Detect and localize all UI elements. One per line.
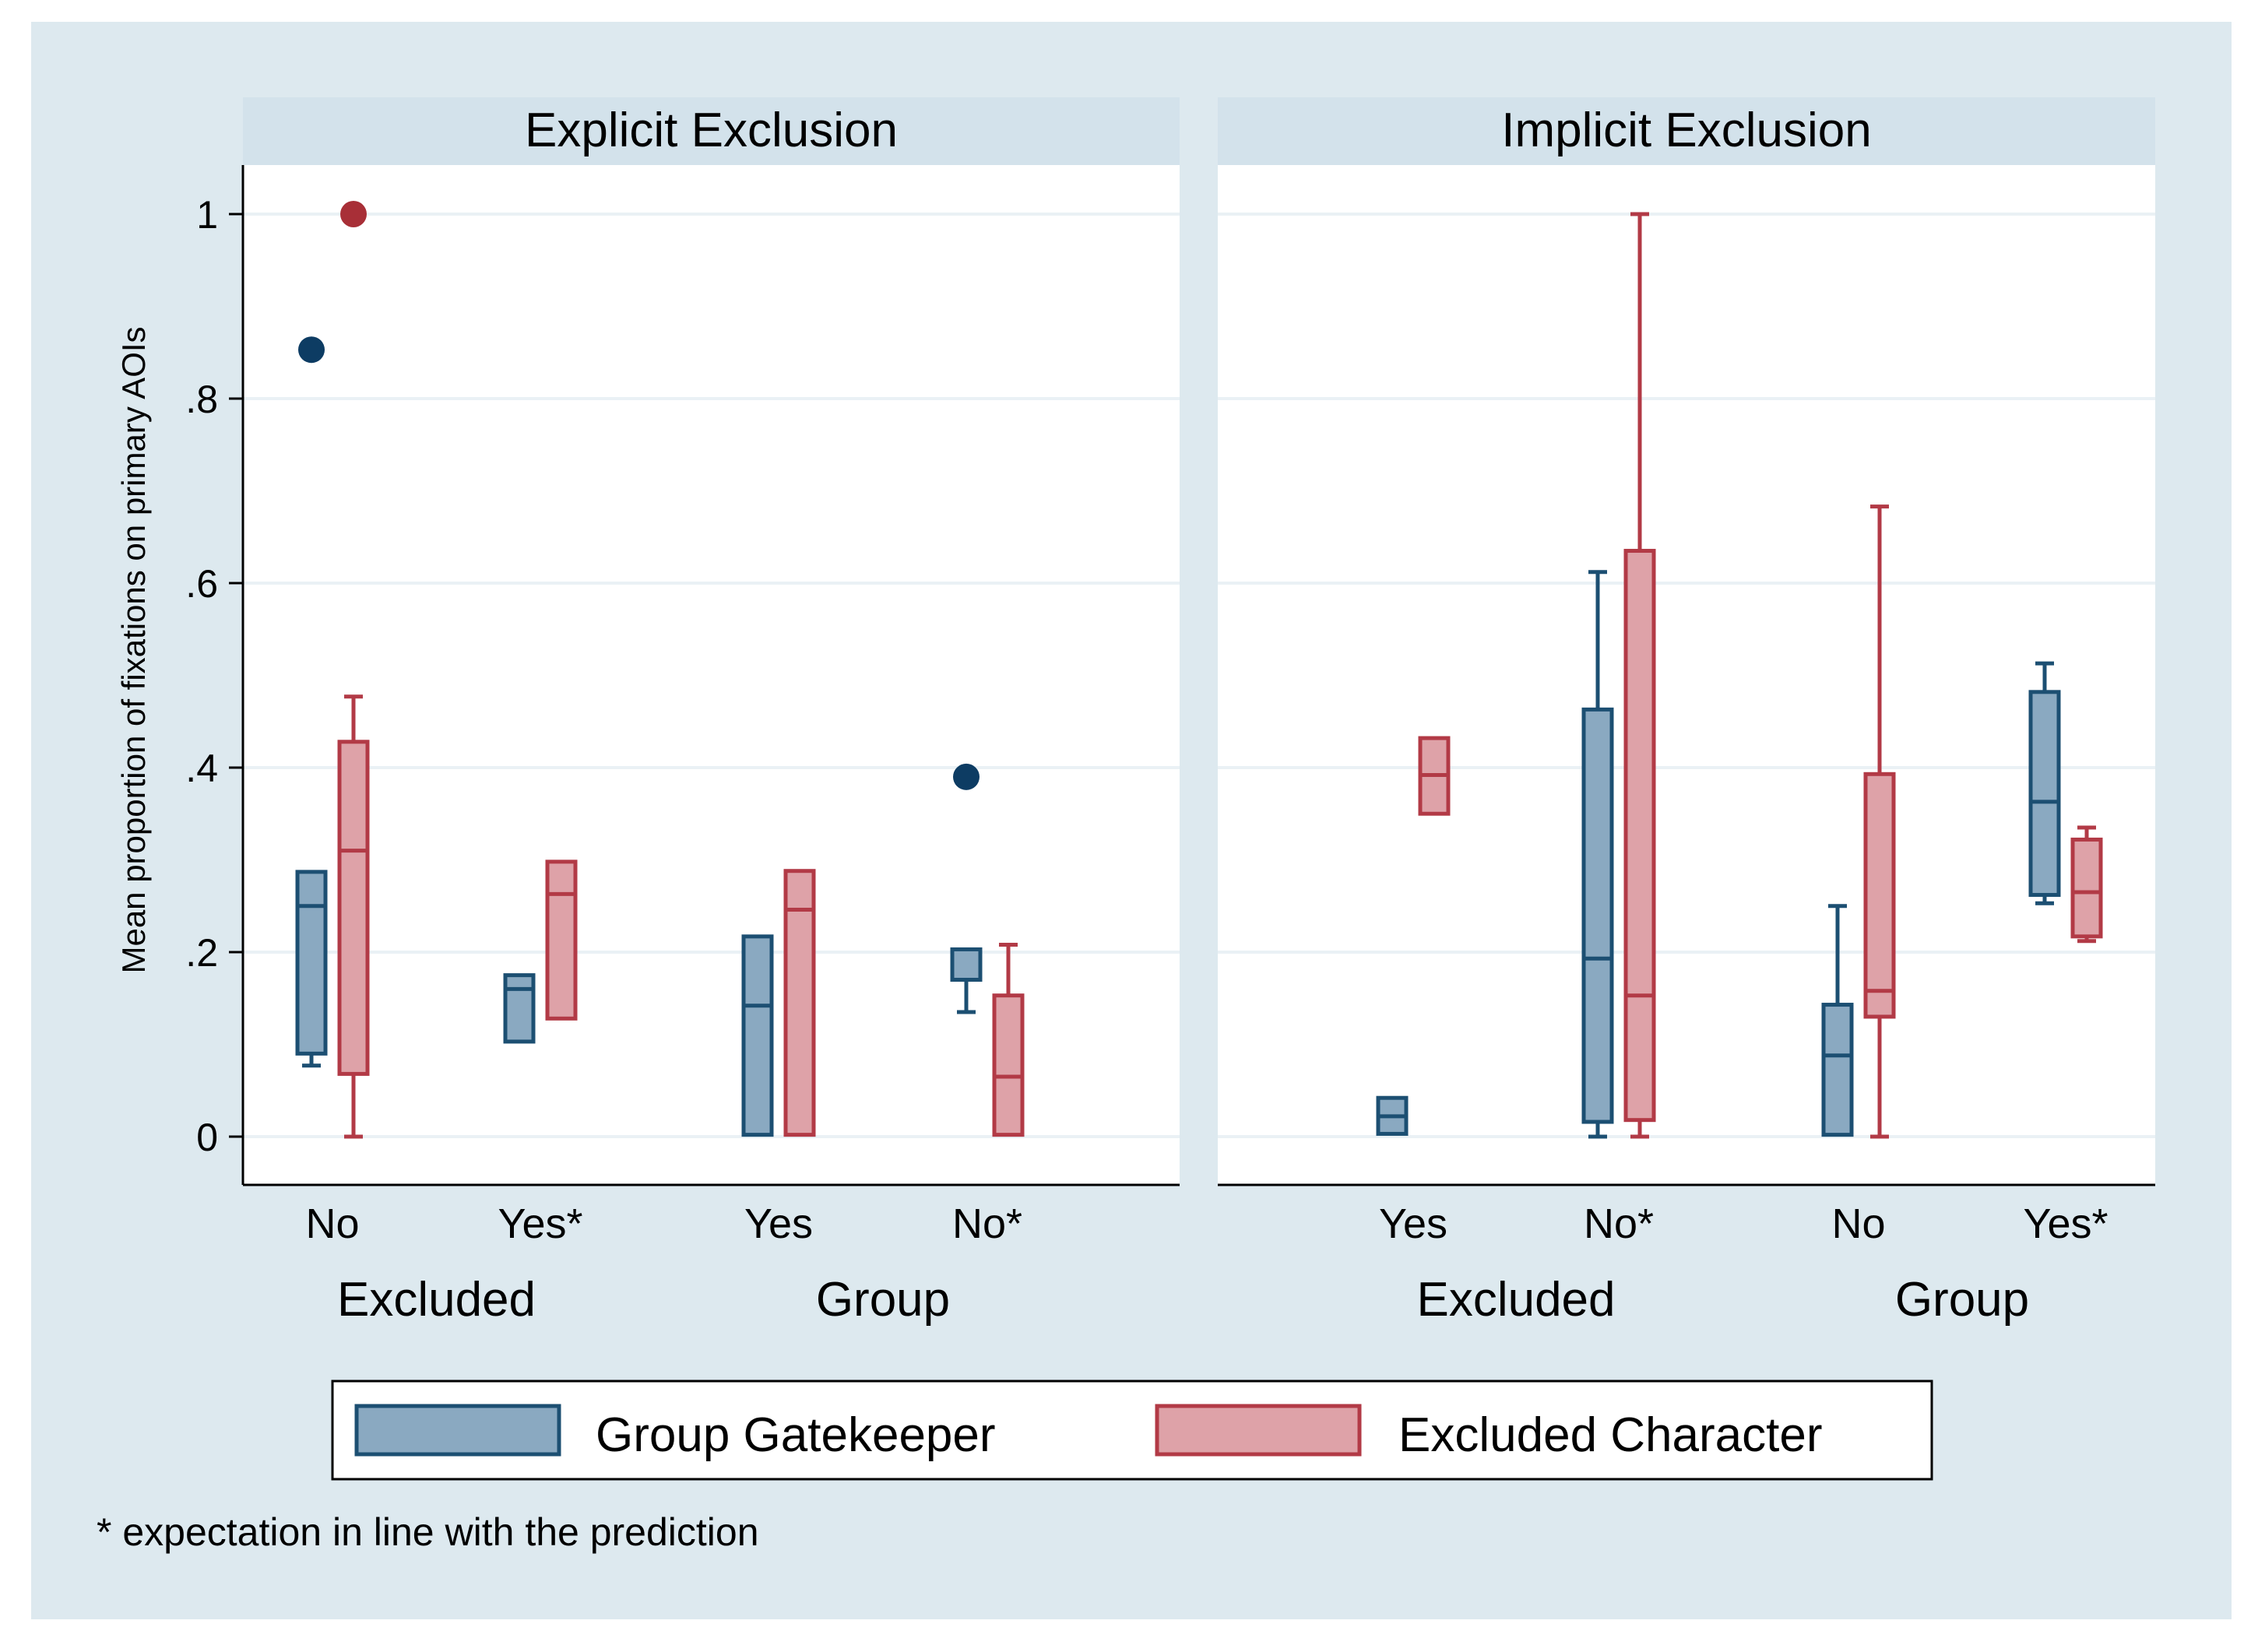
- legend: Group Gatekeeper Excluded Character: [331, 1380, 1933, 1481]
- box-excluded: [1863, 504, 1896, 1139]
- box-iqr: [2028, 690, 2061, 898]
- box-iqr: [337, 740, 370, 1076]
- x-group-label: Excluded: [337, 1273, 536, 1327]
- box-gatekeeper: [2028, 661, 2061, 905]
- box-excluded: [337, 201, 370, 1139]
- y-tick-label: .4: [185, 747, 218, 790]
- x-group-label: Group: [816, 1273, 950, 1327]
- legend-label-excluded-character: Excluded Character: [1398, 1408, 1823, 1462]
- panel-1: Explicit Exclusion 0 .2 .4 .6 .8 1 No Yes* Exclud…: [185, 97, 1180, 1327]
- box-iqr: [545, 859, 578, 1021]
- panels: Explicit Exclusion 0 .2 .4 .6 .8 1 No Yes* Exclud…: [185, 97, 2155, 1327]
- outlier-point: [340, 201, 367, 227]
- box-iqr: [992, 993, 1025, 1137]
- panel-title-strip: [243, 97, 1180, 165]
- box-iqr: [295, 870, 328, 1056]
- y-tick-label: .6: [185, 562, 218, 606]
- box-excluded: [2070, 825, 2103, 944]
- box-iqr: [783, 869, 816, 1137]
- x-tick-label: No*: [952, 1200, 1022, 1247]
- box-iqr: [1821, 1003, 1854, 1137]
- x-tick-label: No*: [1584, 1200, 1654, 1247]
- box-excluded: [783, 869, 816, 1137]
- box-iqr: [503, 973, 536, 1044]
- y-axis-title: Mean proportion of fixations on primary …: [115, 326, 152, 973]
- box-gatekeeper: [741, 934, 774, 1137]
- plot-area: [1218, 165, 2155, 1185]
- y-tick-label: 0: [196, 1116, 218, 1159]
- legend-key-excluded-character: [1155, 1404, 1362, 1457]
- box-excluded: [992, 943, 1025, 1137]
- legend-label-group-gatekeeper: Group Gatekeeper: [596, 1408, 996, 1462]
- x-group-label: Excluded: [1416, 1273, 1615, 1327]
- box-iqr: [1863, 772, 1896, 1019]
- legend-key-group-gatekeeper: [354, 1404, 561, 1457]
- x-tick-label: No: [1831, 1200, 1885, 1247]
- box-gatekeeper: [503, 973, 536, 1044]
- box-gatekeeper: [1821, 904, 1854, 1137]
- box-gatekeeper: [1581, 570, 1614, 1139]
- box-gatekeeper: [295, 336, 328, 1068]
- panel-title: Explicit Exclusion: [525, 104, 898, 157]
- box-iqr: [2070, 837, 2103, 939]
- x-tick-label: Yes: [1379, 1200, 1447, 1247]
- plot-area: [243, 165, 1180, 1185]
- box-excluded: [1623, 212, 1656, 1139]
- box-iqr: [1581, 707, 1614, 1124]
- box-gatekeeper: [1376, 1095, 1409, 1136]
- y-tick-label: 1: [196, 193, 218, 237]
- legend-frame: [331, 1380, 1933, 1481]
- footnote: * expectation in line with the predictio…: [97, 1510, 759, 1554]
- box-excluded: [545, 859, 578, 1021]
- x-tick-label: Yes*: [498, 1200, 582, 1247]
- panel-title-strip: [1218, 97, 2155, 165]
- x-group-label: Group: [1895, 1273, 2029, 1327]
- panel-2: Implicit Exclusion Yes No* Excluded No Yes* Gr…: [1218, 97, 2155, 1327]
- box-excluded: [1418, 736, 1451, 816]
- x-tick-label: Yes*: [2023, 1200, 2108, 1247]
- box-iqr: [950, 947, 983, 982]
- y-tick-label: .8: [185, 378, 218, 421]
- box-iqr: [1623, 549, 1656, 1123]
- y-tick-label: .2: [185, 931, 218, 975]
- x-tick-label: No: [305, 1200, 359, 1247]
- outlier-point: [953, 763, 980, 790]
- box-gatekeeper: [950, 763, 983, 1014]
- panel-title: Implicit Exclusion: [1501, 104, 1871, 157]
- box-iqr: [741, 934, 774, 1137]
- outlier-point: [298, 336, 325, 364]
- x-tick-label: Yes: [744, 1200, 813, 1247]
